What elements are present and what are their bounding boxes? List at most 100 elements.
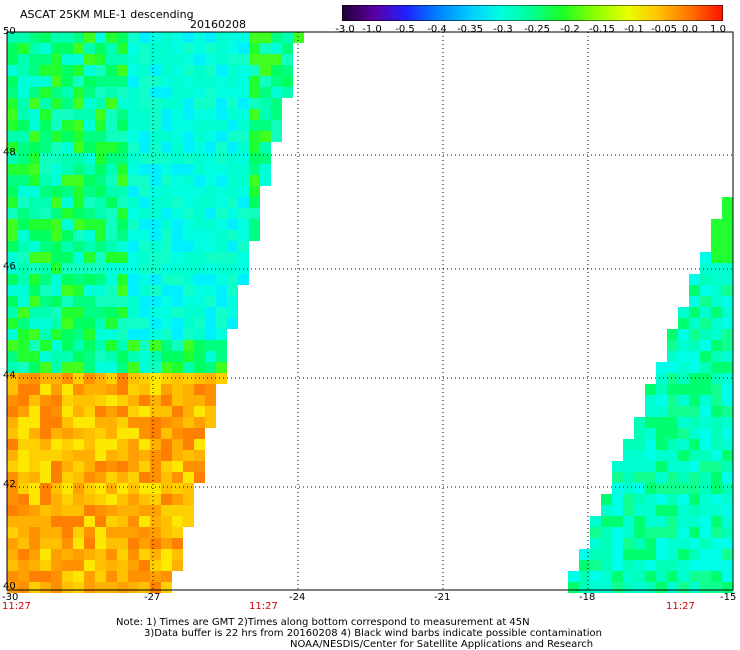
swath-cell xyxy=(117,538,128,549)
swath-cell xyxy=(623,560,634,571)
swath-cell xyxy=(117,483,128,494)
swath-cell xyxy=(51,384,62,395)
swath-cell xyxy=(183,439,194,450)
colorbar-label: -3.0 xyxy=(335,24,355,35)
swath-cell xyxy=(73,76,84,87)
swath-cell xyxy=(205,164,216,175)
swath-cell xyxy=(656,560,667,571)
swath-cell xyxy=(84,340,95,351)
swath-cell xyxy=(711,406,722,417)
swath-cell xyxy=(172,241,183,252)
swath-cell xyxy=(40,219,51,230)
swath-cell xyxy=(40,439,51,450)
swath-cell xyxy=(73,483,84,494)
swath-cell xyxy=(612,538,623,549)
swath-cell xyxy=(51,450,62,461)
swath-cell xyxy=(689,362,700,373)
swath-cell xyxy=(227,65,238,76)
swath-cell xyxy=(601,571,612,582)
swath-cell xyxy=(51,252,62,263)
swath-cell xyxy=(106,340,117,351)
swath-cell xyxy=(689,340,700,351)
swath-cell xyxy=(106,120,117,131)
swath-cell xyxy=(7,395,18,406)
swath-cell xyxy=(95,362,106,373)
swath-cell xyxy=(40,318,51,329)
swath-cell xyxy=(40,131,51,142)
swath-cell xyxy=(238,153,249,164)
swath-cell xyxy=(95,43,106,54)
swath-cell xyxy=(18,142,29,153)
swath-cell xyxy=(645,461,656,472)
swath-cell xyxy=(73,472,84,483)
swath-cell xyxy=(106,230,117,241)
swath-cell xyxy=(62,109,73,120)
colorbar-label: -0.4 xyxy=(427,24,447,35)
swath-cell xyxy=(601,494,612,505)
swath-cell xyxy=(51,494,62,505)
swath-cell xyxy=(73,164,84,175)
swath-cell xyxy=(128,164,139,175)
swath-cell xyxy=(183,351,194,362)
swath-cell xyxy=(150,175,161,186)
swath-cell xyxy=(216,109,227,120)
swath-cell xyxy=(51,472,62,483)
swath-cell xyxy=(73,142,84,153)
swath-cell xyxy=(634,428,645,439)
swath-cell xyxy=(161,32,172,43)
swath-cell xyxy=(656,483,667,494)
swath-cell xyxy=(172,560,183,571)
swath-cell xyxy=(161,175,172,186)
swath-cell xyxy=(183,197,194,208)
swath-cell xyxy=(172,296,183,307)
colorbar-label: -0.3 xyxy=(493,24,513,35)
swath-cell xyxy=(29,76,40,87)
swath-cell xyxy=(612,494,623,505)
swath-cell xyxy=(249,87,260,98)
swath-cell xyxy=(689,428,700,439)
swath-cell xyxy=(7,582,18,593)
swath-cell xyxy=(645,549,656,560)
swath-cell xyxy=(139,54,150,65)
swath-cell xyxy=(656,527,667,538)
swath-cell xyxy=(568,582,579,593)
swath-cell xyxy=(95,65,106,76)
swath-cell xyxy=(95,142,106,153)
swath-cell xyxy=(579,549,590,560)
lat-label-42: 42 xyxy=(3,479,16,490)
swath-cell xyxy=(678,527,689,538)
swath-cell xyxy=(29,285,40,296)
swath-cell xyxy=(7,131,18,142)
swath-cell xyxy=(84,65,95,76)
colorbar-label: 1.0 xyxy=(710,24,726,35)
swath-cell xyxy=(40,538,51,549)
swath-cell xyxy=(722,472,733,483)
swath-cell xyxy=(216,230,227,241)
swath-cell xyxy=(95,219,106,230)
colorbar-label: -0.5 xyxy=(395,24,415,35)
swath-cell xyxy=(238,186,249,197)
swath-cell xyxy=(689,307,700,318)
swath-cell xyxy=(95,230,106,241)
swath-cell xyxy=(117,494,128,505)
swath-cell xyxy=(249,32,260,43)
swath-cell xyxy=(205,406,216,417)
swath-cell xyxy=(227,175,238,186)
swath-cell xyxy=(194,307,205,318)
swath-cell xyxy=(194,230,205,241)
swath-cell xyxy=(18,450,29,461)
swath-cell xyxy=(95,406,106,417)
swath-cell xyxy=(29,461,40,472)
swath-cell xyxy=(128,76,139,87)
swath-cell xyxy=(84,461,95,472)
swath-cell xyxy=(7,450,18,461)
swath-cell xyxy=(117,428,128,439)
swath-cell xyxy=(117,241,128,252)
lon-label-21: -21 xyxy=(434,592,451,603)
swath-cell xyxy=(18,43,29,54)
swath-cell xyxy=(623,461,634,472)
swath-cell xyxy=(62,318,73,329)
swath-cell xyxy=(667,582,678,593)
swath-cell xyxy=(29,505,40,516)
swath-cell xyxy=(18,549,29,560)
